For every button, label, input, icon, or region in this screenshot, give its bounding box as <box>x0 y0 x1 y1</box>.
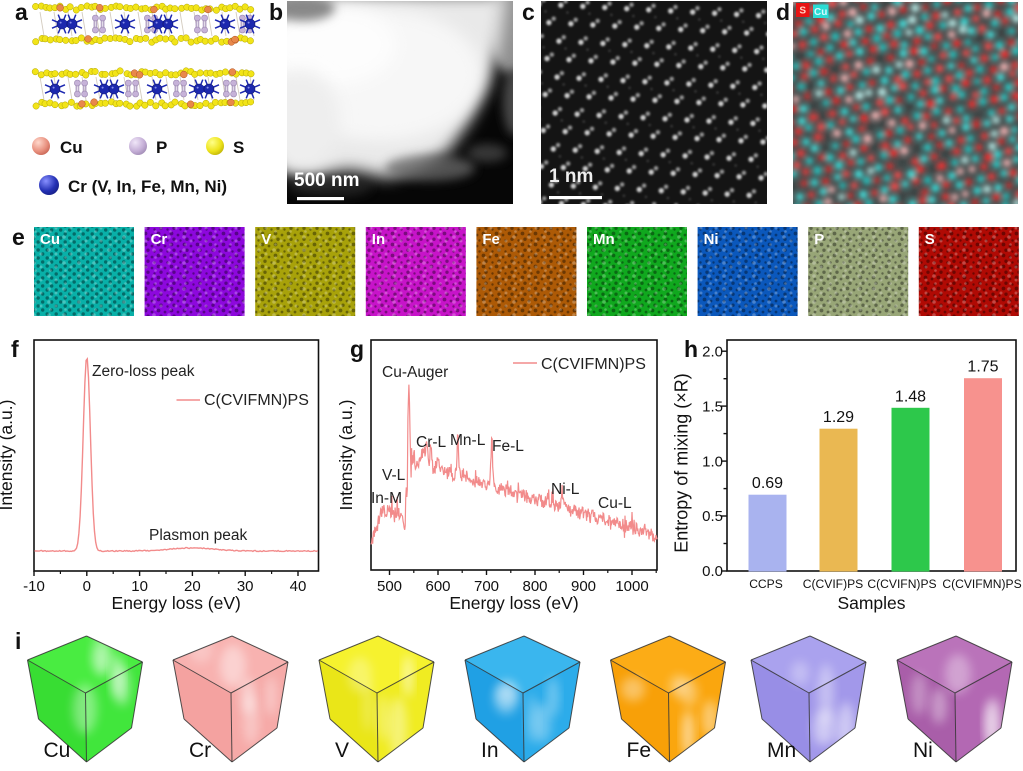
svg-text:P: P <box>156 138 167 157</box>
svg-text:2.0: 2.0 <box>702 343 723 360</box>
svg-text:Cu-Auger: Cu-Auger <box>382 364 448 381</box>
svg-text:0.5: 0.5 <box>702 508 723 525</box>
svg-text:P: P <box>814 231 824 248</box>
svg-text:C(CVIFMN)PS: C(CVIFMN)PS <box>942 577 1021 591</box>
svg-text:-10: -10 <box>23 578 45 595</box>
svg-text:C(CVIFMN)PS: C(CVIFMN)PS <box>204 392 309 409</box>
svg-text:Fe-L: Fe-L <box>492 438 524 455</box>
svg-text:Entropy of mixing (×R): Entropy of mixing (×R) <box>672 373 692 553</box>
svg-text:V-L: V-L <box>382 467 406 484</box>
svg-text:500 nm: 500 nm <box>294 170 359 191</box>
svg-text:Mn-L: Mn-L <box>450 432 486 449</box>
svg-text:In: In <box>481 739 499 762</box>
svg-text:Fe: Fe <box>627 739 652 762</box>
svg-text:Ni: Ni <box>913 739 933 762</box>
svg-text:Mn: Mn <box>767 739 796 762</box>
svg-text:C(CVIFMN)PS: C(CVIFMN)PS <box>541 356 646 373</box>
svg-text:d: d <box>776 0 790 25</box>
svg-text:1 nm: 1 nm <box>549 166 593 187</box>
svg-text:Cr: Cr <box>151 231 168 248</box>
svg-text:V: V <box>335 739 349 762</box>
svg-text:Mn: Mn <box>593 231 615 248</box>
svg-text:Cr (V, In, Fe, Mn, Ni): Cr (V, In, Fe, Mn, Ni) <box>68 177 227 196</box>
svg-text:0.69: 0.69 <box>752 475 783 492</box>
svg-text:40: 40 <box>290 578 307 595</box>
svg-text:Ni-L: Ni-L <box>551 481 580 498</box>
svg-text:Energy loss (eV): Energy loss (eV) <box>449 593 578 613</box>
svg-text:1.0: 1.0 <box>702 453 723 470</box>
svg-text:Ni: Ni <box>704 231 719 248</box>
svg-text:Energy loss (eV): Energy loss (eV) <box>112 593 241 613</box>
svg-text:h: h <box>684 336 698 362</box>
svg-text:Samples: Samples <box>837 593 905 613</box>
svg-text:b: b <box>269 0 283 25</box>
svg-text:1.29: 1.29 <box>823 409 854 426</box>
svg-text:S: S <box>925 231 935 248</box>
svg-text:1.75: 1.75 <box>967 359 998 376</box>
svg-text:Plasmon peak: Plasmon peak <box>149 527 247 544</box>
svg-text:500: 500 <box>377 578 402 595</box>
svg-text:1.5: 1.5 <box>702 398 723 415</box>
svg-text:In-M: In-M <box>371 490 402 507</box>
svg-text:C(CVIF)PS: C(CVIF)PS <box>803 577 863 591</box>
svg-text:C(CVIFN)PS: C(CVIFN)PS <box>867 577 936 591</box>
svg-text:1.48: 1.48 <box>895 388 926 405</box>
svg-text:Fe: Fe <box>482 231 500 248</box>
svg-text:f: f <box>11 336 19 362</box>
svg-text:S: S <box>799 6 806 17</box>
svg-text:1000: 1000 <box>615 578 648 595</box>
svg-text:V: V <box>261 231 271 248</box>
svg-text:600: 600 <box>425 578 450 595</box>
svg-text:0.0: 0.0 <box>702 563 723 580</box>
svg-text:c: c <box>522 0 535 25</box>
svg-text:Cu: Cu <box>44 739 71 762</box>
svg-text:CCPS: CCPS <box>749 577 783 591</box>
svg-text:0: 0 <box>83 578 91 595</box>
svg-text:Intensity (a.u.): Intensity (a.u.) <box>336 400 356 511</box>
svg-text:a: a <box>15 0 28 25</box>
svg-text:Cr: Cr <box>189 739 211 762</box>
svg-text:S: S <box>233 138 244 157</box>
svg-text:Intensity (a.u.): Intensity (a.u.) <box>0 400 16 511</box>
svg-text:Zero-loss peak: Zero-loss peak <box>92 363 195 380</box>
svg-text:In: In <box>372 231 385 248</box>
svg-text:Cu-L: Cu-L <box>598 495 632 512</box>
svg-text:g: g <box>350 336 364 362</box>
svg-text:Cu: Cu <box>60 138 83 157</box>
svg-text:Cr-L: Cr-L <box>416 434 447 451</box>
svg-text:Cu: Cu <box>814 7 827 18</box>
svg-text:Cu: Cu <box>40 231 60 248</box>
svg-text:e: e <box>12 224 25 250</box>
svg-text:i: i <box>15 628 21 654</box>
